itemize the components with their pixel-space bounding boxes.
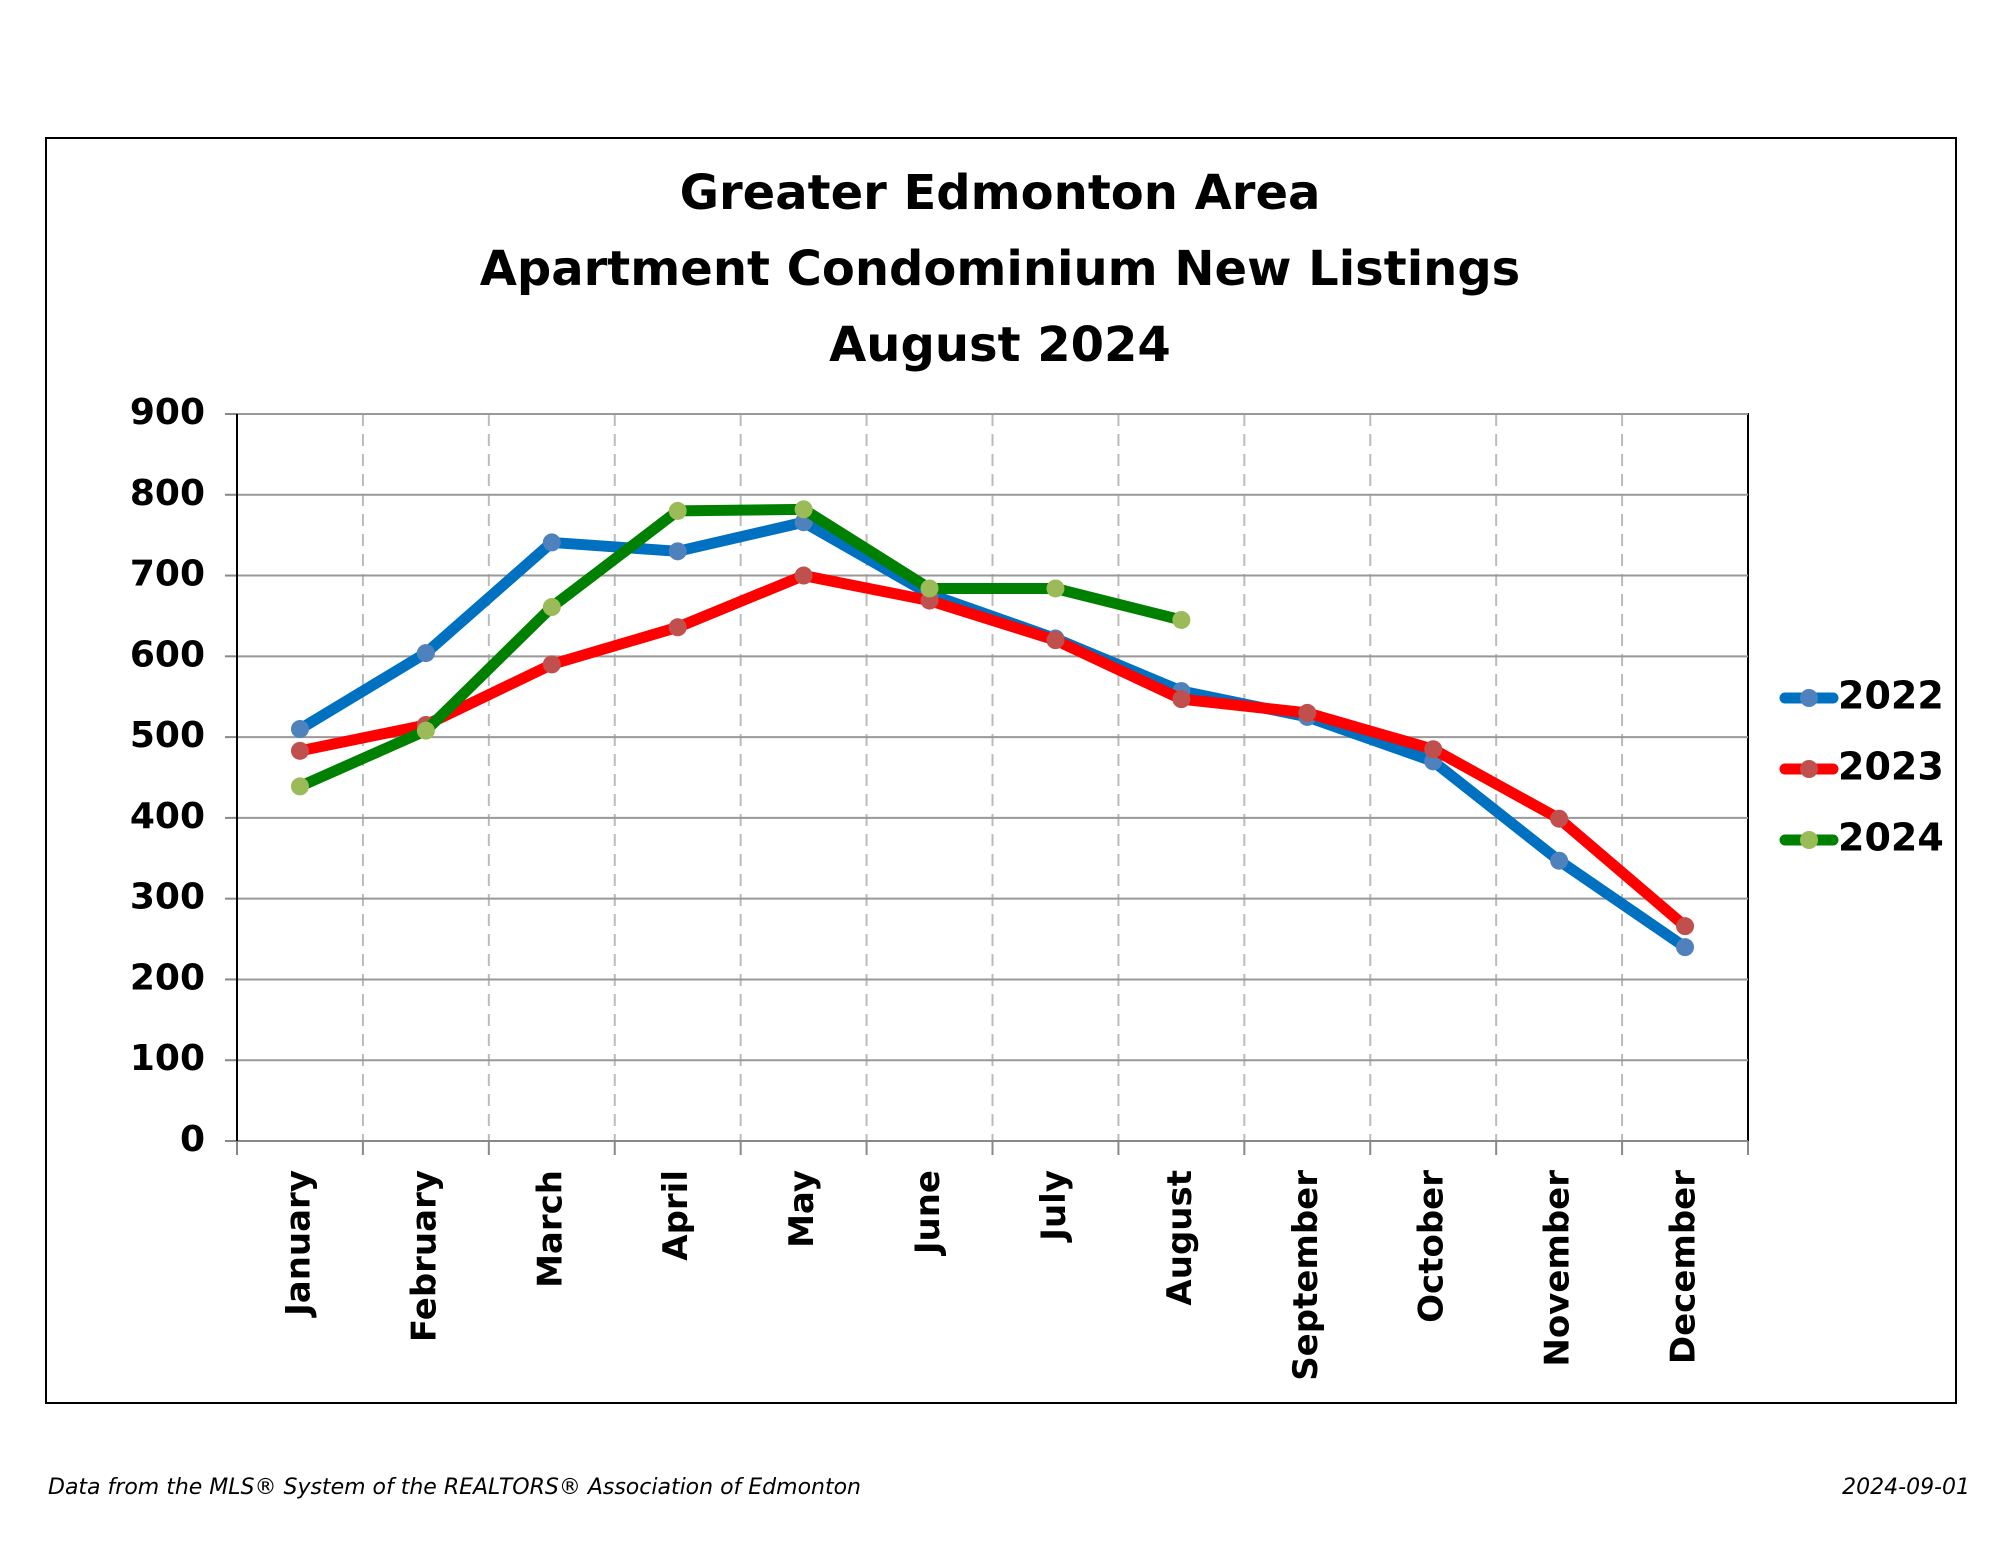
data-point — [668, 501, 687, 520]
data-point — [1046, 579, 1065, 598]
y-tick-label: 0 — [180, 1119, 205, 1160]
series-line — [294, 503, 1187, 792]
data-point — [1424, 740, 1443, 759]
x-tick-label: November — [1538, 1170, 1578, 1367]
data-point — [1046, 631, 1065, 650]
data-point — [794, 500, 813, 519]
legend-label: 2023 — [1838, 745, 1944, 789]
data-point — [668, 542, 687, 561]
data-point — [1550, 851, 1569, 870]
x-tick-label: September — [1286, 1170, 1326, 1381]
legend-marker — [1800, 831, 1818, 849]
data-point — [416, 721, 435, 740]
legend-marker — [1800, 760, 1818, 778]
x-tick-label: June — [908, 1170, 948, 1256]
x-tick-label: May — [782, 1170, 822, 1248]
y-tick-label: 800 — [130, 473, 205, 514]
data-point — [1676, 917, 1695, 936]
legend-label: 2024 — [1838, 816, 1944, 860]
x-tick-label: April — [656, 1170, 696, 1261]
data-point — [920, 579, 939, 598]
x-tick-label: October — [1412, 1170, 1452, 1323]
y-tick-label: 100 — [130, 1038, 205, 1079]
x-tick-label: August — [1160, 1170, 1200, 1306]
data-point — [542, 533, 561, 552]
y-tick-label: 300 — [130, 877, 205, 918]
legend-marker — [1800, 689, 1818, 707]
data-point — [1172, 690, 1191, 709]
chart-title: August 2024 — [829, 317, 1171, 373]
x-tick-label: March — [530, 1170, 570, 1288]
y-tick-label: 900 — [130, 392, 205, 433]
y-tick-label: 500 — [130, 715, 205, 756]
x-tick-label: January — [278, 1170, 318, 1318]
data-point — [794, 566, 813, 585]
data-point — [1172, 610, 1191, 629]
data-point — [542, 598, 561, 617]
y-tick-label: 400 — [130, 796, 205, 837]
data-point — [290, 741, 309, 760]
plot-layer: Greater Edmonton Area Apartment Condomini… — [130, 165, 1944, 1381]
data-point — [542, 655, 561, 674]
y-tick-label: 200 — [130, 957, 205, 998]
y-tick-label: 700 — [130, 554, 205, 595]
chart-title: Greater Edmonton Area — [680, 165, 1321, 221]
data-point — [416, 644, 435, 663]
legend-label: 2022 — [1838, 674, 1944, 718]
source-note: Data from the MLS® System of the REALTOR… — [48, 1475, 861, 1500]
x-tick-label: February — [404, 1170, 444, 1342]
chart-title: Apartment Condominium New Listings — [480, 241, 1521, 297]
data-point — [668, 618, 687, 637]
date-note: 2024-09-01 — [1842, 1475, 1970, 1500]
data-point — [290, 720, 309, 739]
series-line — [294, 570, 1691, 932]
data-point — [1298, 703, 1317, 722]
data-point — [1550, 809, 1569, 828]
x-tick-label: December — [1664, 1170, 1704, 1364]
x-tick-label: July — [1034, 1170, 1074, 1243]
data-point — [290, 777, 309, 796]
data-point — [1676, 938, 1695, 957]
y-tick-label: 600 — [130, 634, 205, 675]
